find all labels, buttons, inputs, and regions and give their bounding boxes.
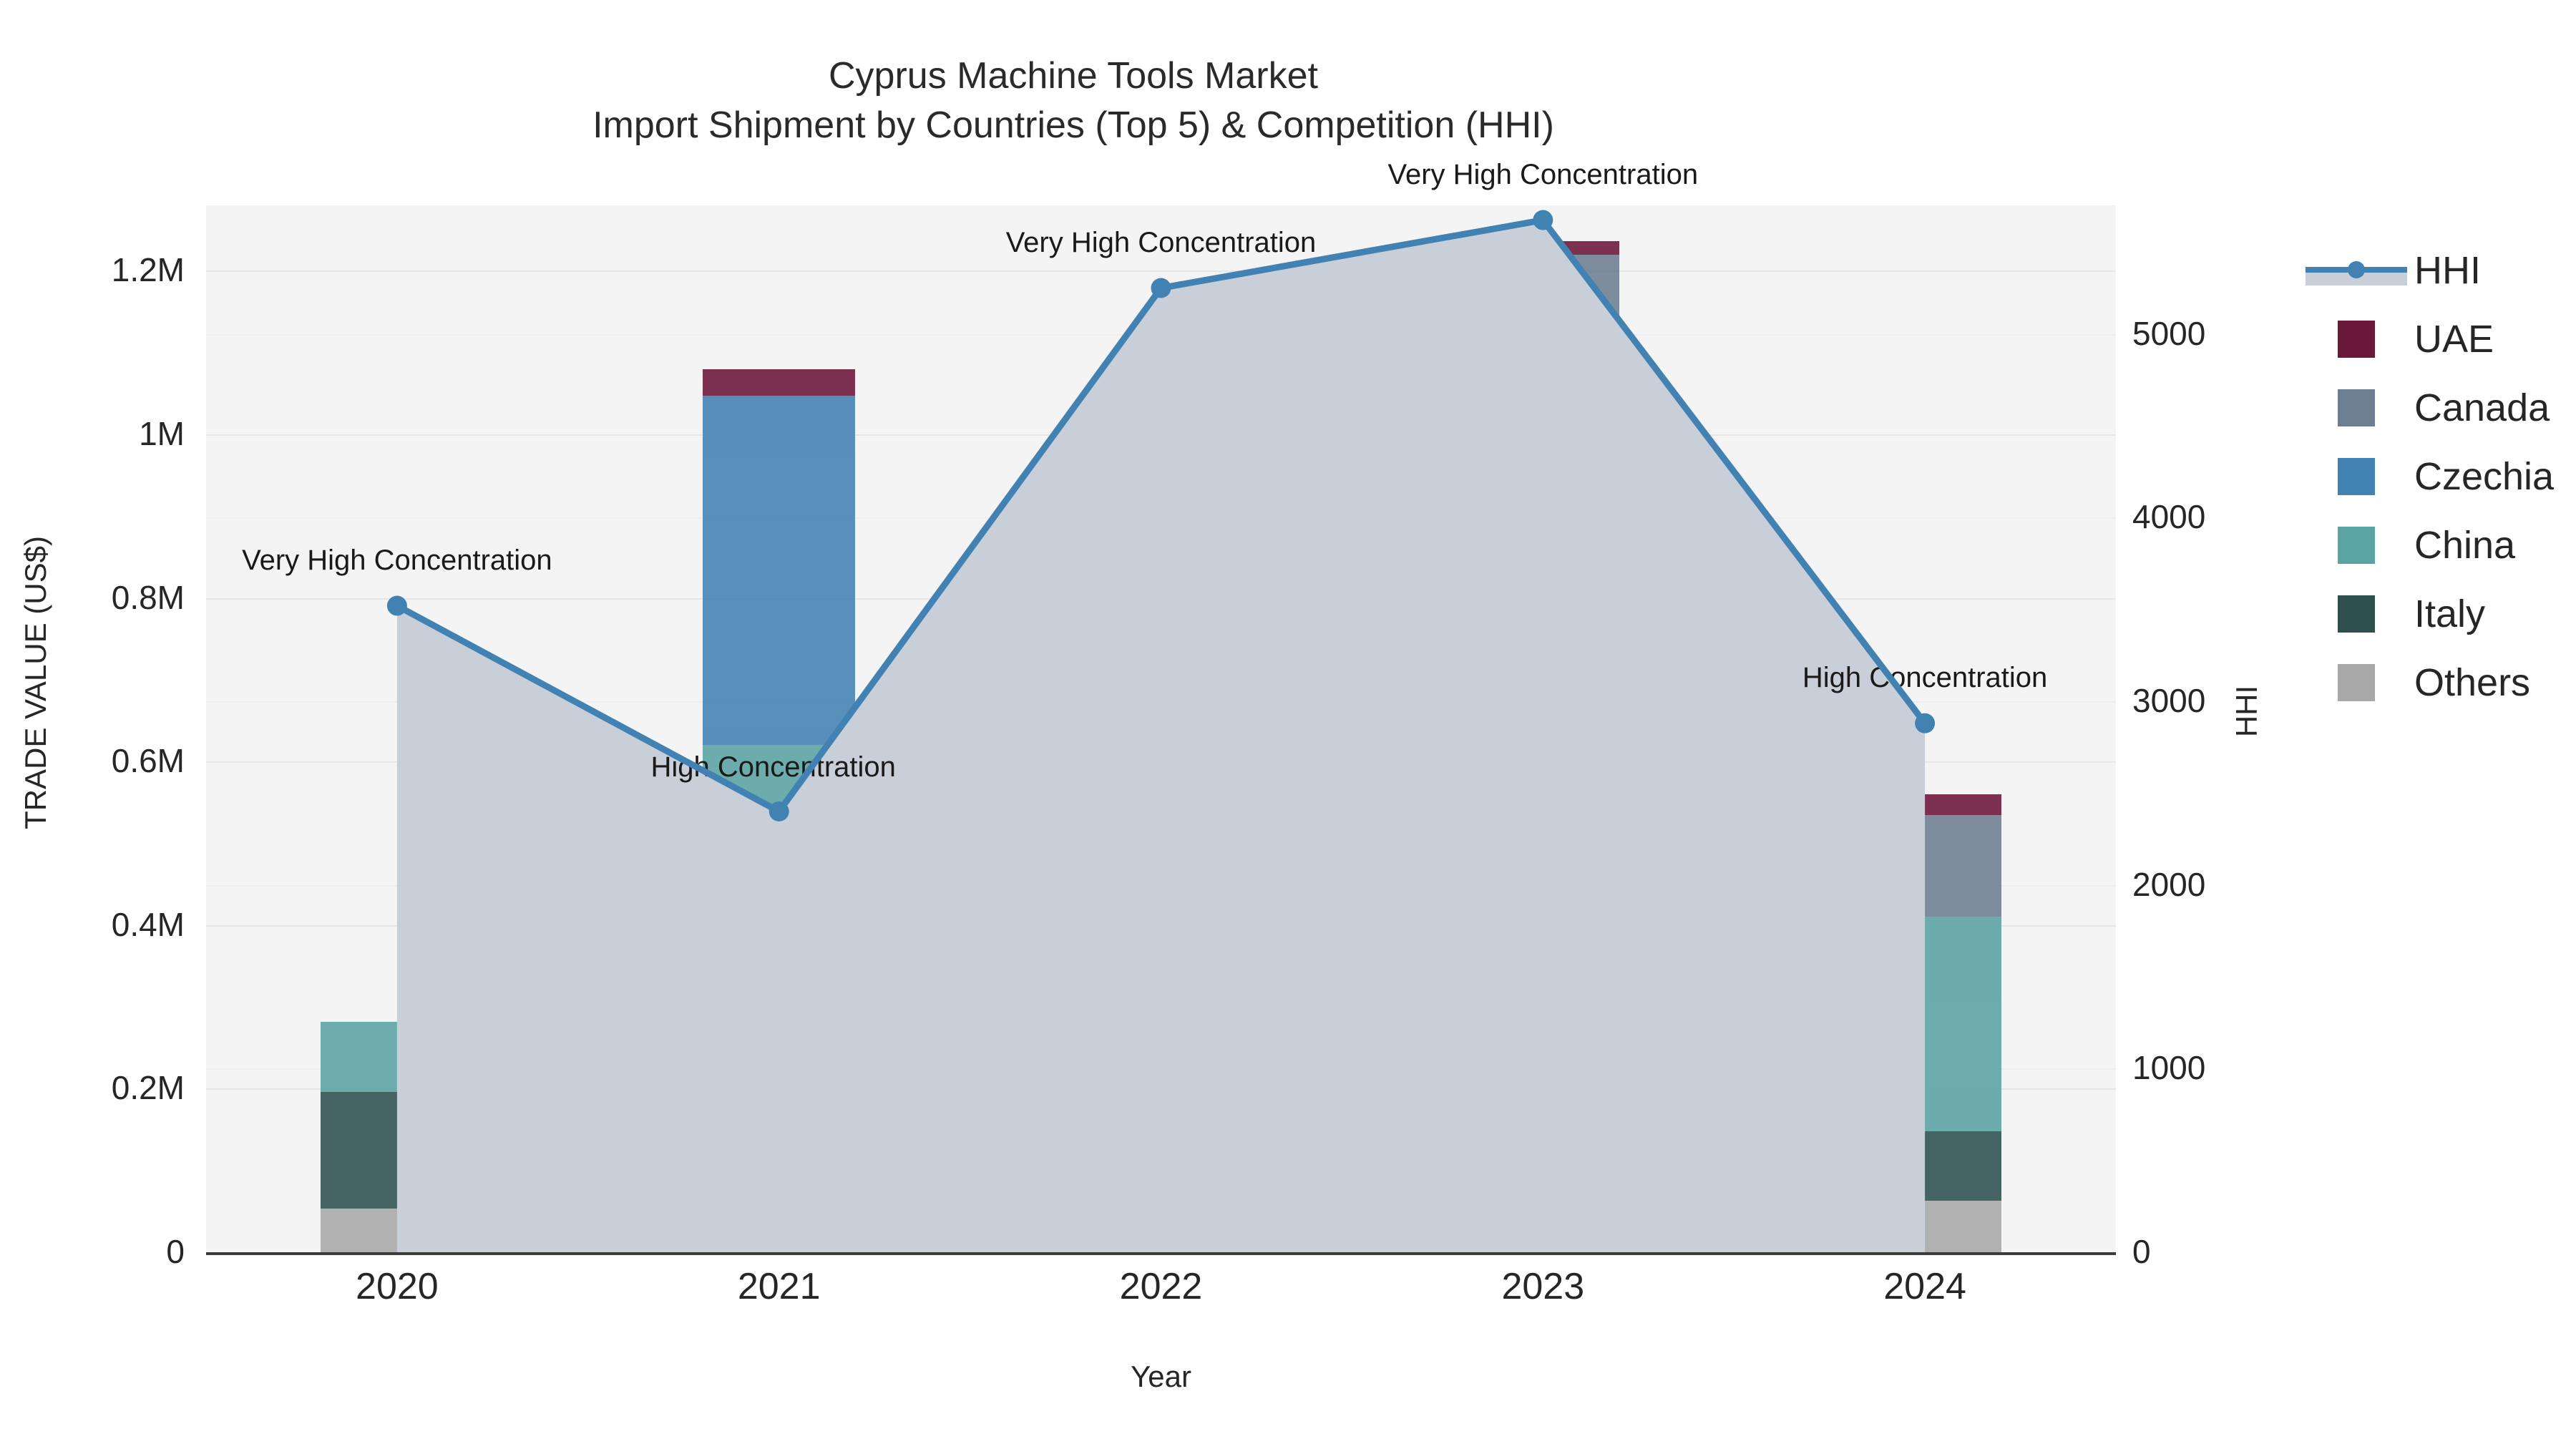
legend-swatch-wrap xyxy=(2306,664,2407,701)
bar-segment-canada-2023[interactable] xyxy=(1466,254,1620,369)
bar-segment-italy-2020[interactable] xyxy=(321,1091,474,1209)
y-left-tick-label: 0 xyxy=(166,1233,185,1270)
legend-swatch-wrap xyxy=(2306,527,2407,564)
chart-title: Cyprus Machine Tools Market Import Shipm… xyxy=(0,52,2147,150)
legend-item-others[interactable]: Others xyxy=(2306,648,2554,717)
bar-segment-china-2024[interactable] xyxy=(1848,917,2001,1131)
legend-color-swatch-china xyxy=(2338,527,2375,564)
bar-segment-czechia-2021[interactable] xyxy=(702,396,856,746)
bar-stack-2021[interactable] xyxy=(702,205,856,1252)
legend-color-swatch-czechia xyxy=(2338,458,2375,495)
legend-label-uae: UAE xyxy=(2414,318,2494,361)
x-tick-label-2022: 2022 xyxy=(1119,1266,1203,1307)
bar-segment-italy-2021[interactable] xyxy=(702,832,856,1060)
legend-label-czechia: Czechia xyxy=(2414,455,2555,498)
hhi-annotation-2022: Very High Concentration xyxy=(1005,226,1317,258)
legend-swatch-wrap xyxy=(2306,458,2407,495)
bar-segment-china-2022[interactable] xyxy=(1084,769,1238,857)
bar-segment-others-2022[interactable] xyxy=(1084,1211,1238,1252)
hhi-annotation-2023: Very High Concentration xyxy=(1387,158,1699,190)
bar-segment-china-2020[interactable] xyxy=(321,1021,474,1092)
bar-segment-others-2023[interactable] xyxy=(1466,1229,1620,1252)
y-left-tick-label: 0.8M xyxy=(111,578,185,616)
y-left-tick-label: 0.2M xyxy=(111,1069,185,1107)
bar-segment-china-2023[interactable] xyxy=(1466,369,1620,484)
bar-stack-2024[interactable] xyxy=(1848,205,2001,1252)
chart-title-line-2: Import Shipment by Countries (Top 5) & C… xyxy=(592,104,1554,146)
legend-dot-icon xyxy=(2348,261,2365,278)
legend-item-czechia[interactable]: Czechia xyxy=(2306,442,2554,511)
y-left-tick-label: 0.6M xyxy=(111,742,185,780)
bar-segment-canada-2024[interactable] xyxy=(1848,814,2001,917)
bar-segment-uae-2022[interactable] xyxy=(1084,757,1238,770)
legend-item-canada[interactable]: Canada xyxy=(2306,374,2554,442)
legend-color-swatch-uae xyxy=(2338,321,2375,358)
x-axis-title: Year xyxy=(1131,1360,1191,1393)
hhi-annotation-2020: Very High Concentration xyxy=(242,544,552,576)
legend-swatch-wrap xyxy=(2306,321,2407,358)
bar-segment-italy-2024[interactable] xyxy=(1848,1131,2001,1201)
y-right-tick-label: 4000 xyxy=(2132,498,2206,536)
hhi-annotation-2021: High Concentration xyxy=(650,751,896,783)
legend-color-swatch-italy xyxy=(2338,595,2375,633)
y-left-tick-label: 1.2M xyxy=(111,251,185,289)
legend-label-china: China xyxy=(2414,524,2516,567)
bar-stack-2020[interactable] xyxy=(321,205,474,1252)
y-axis-left-title: TRADE VALUE (US$) xyxy=(19,536,52,829)
y-right-tick-label: 0 xyxy=(2132,1233,2151,1270)
bar-segment-others-2024[interactable] xyxy=(1848,1200,2001,1252)
legend-item-italy[interactable]: Italy xyxy=(2306,580,2554,648)
legend-label-canada: Canada xyxy=(2414,386,2550,429)
y-left-tick-label: 0.4M xyxy=(111,905,185,943)
y-right-tick-label: 5000 xyxy=(2132,314,2206,352)
y-right-tick-label: 3000 xyxy=(2132,682,2206,719)
legend-line-marker-icon xyxy=(2306,255,2407,286)
x-tick-label-2024: 2024 xyxy=(1883,1266,1966,1307)
y-left-tick-label: 1M xyxy=(139,415,185,453)
x-tick-label-2020: 2020 xyxy=(356,1266,439,1307)
x-tick-label-2021: 2021 xyxy=(737,1266,821,1307)
hhi-annotation-2024: High Concentration xyxy=(1802,661,2048,693)
y-right-tick-label: 1000 xyxy=(2132,1049,2206,1087)
legend-swatch-wrap xyxy=(2306,389,2407,426)
legend-label-others: Others xyxy=(2414,661,2531,704)
y-right-tick-label: 2000 xyxy=(2132,865,2206,903)
legend-item-china[interactable]: China xyxy=(2306,511,2554,580)
legend-color-swatch-canada xyxy=(2338,389,2375,426)
bar-segment-uae-2021[interactable] xyxy=(702,369,856,396)
bar-segment-uae-2024[interactable] xyxy=(1848,794,2001,815)
bar-segment-others-2021[interactable] xyxy=(702,1059,856,1252)
legend-swatch-wrap xyxy=(2306,595,2407,633)
chart-title-line-1: Cyprus Machine Tools Market xyxy=(829,55,1318,97)
bar-stack-2022[interactable] xyxy=(1084,205,1238,1252)
bar-segment-italy-2022[interactable] xyxy=(1084,857,1238,1211)
bar-segment-others-2020[interactable] xyxy=(321,1209,474,1252)
legend-label-italy: Italy xyxy=(2414,592,2486,635)
legend-item-hhi[interactable]: HHI xyxy=(2306,236,2554,305)
y-axis-right-title: HHI xyxy=(2230,685,2263,738)
legend-color-swatch-others xyxy=(2338,664,2375,701)
legend: HHI UAE Canada Czechia China Italy Others xyxy=(2306,236,2554,717)
x-tick-label-2023: 2023 xyxy=(1501,1266,1585,1307)
bar-segment-uae-2023[interactable] xyxy=(1466,241,1620,255)
legend-item-uae[interactable]: UAE xyxy=(2306,305,2554,374)
bar-stack-2023[interactable] xyxy=(1466,205,1620,1252)
bar-segment-italy-2023[interactable] xyxy=(1466,483,1620,1229)
x-axis-line xyxy=(206,1252,2116,1255)
legend-label-hhi: HHI xyxy=(2414,249,2481,292)
